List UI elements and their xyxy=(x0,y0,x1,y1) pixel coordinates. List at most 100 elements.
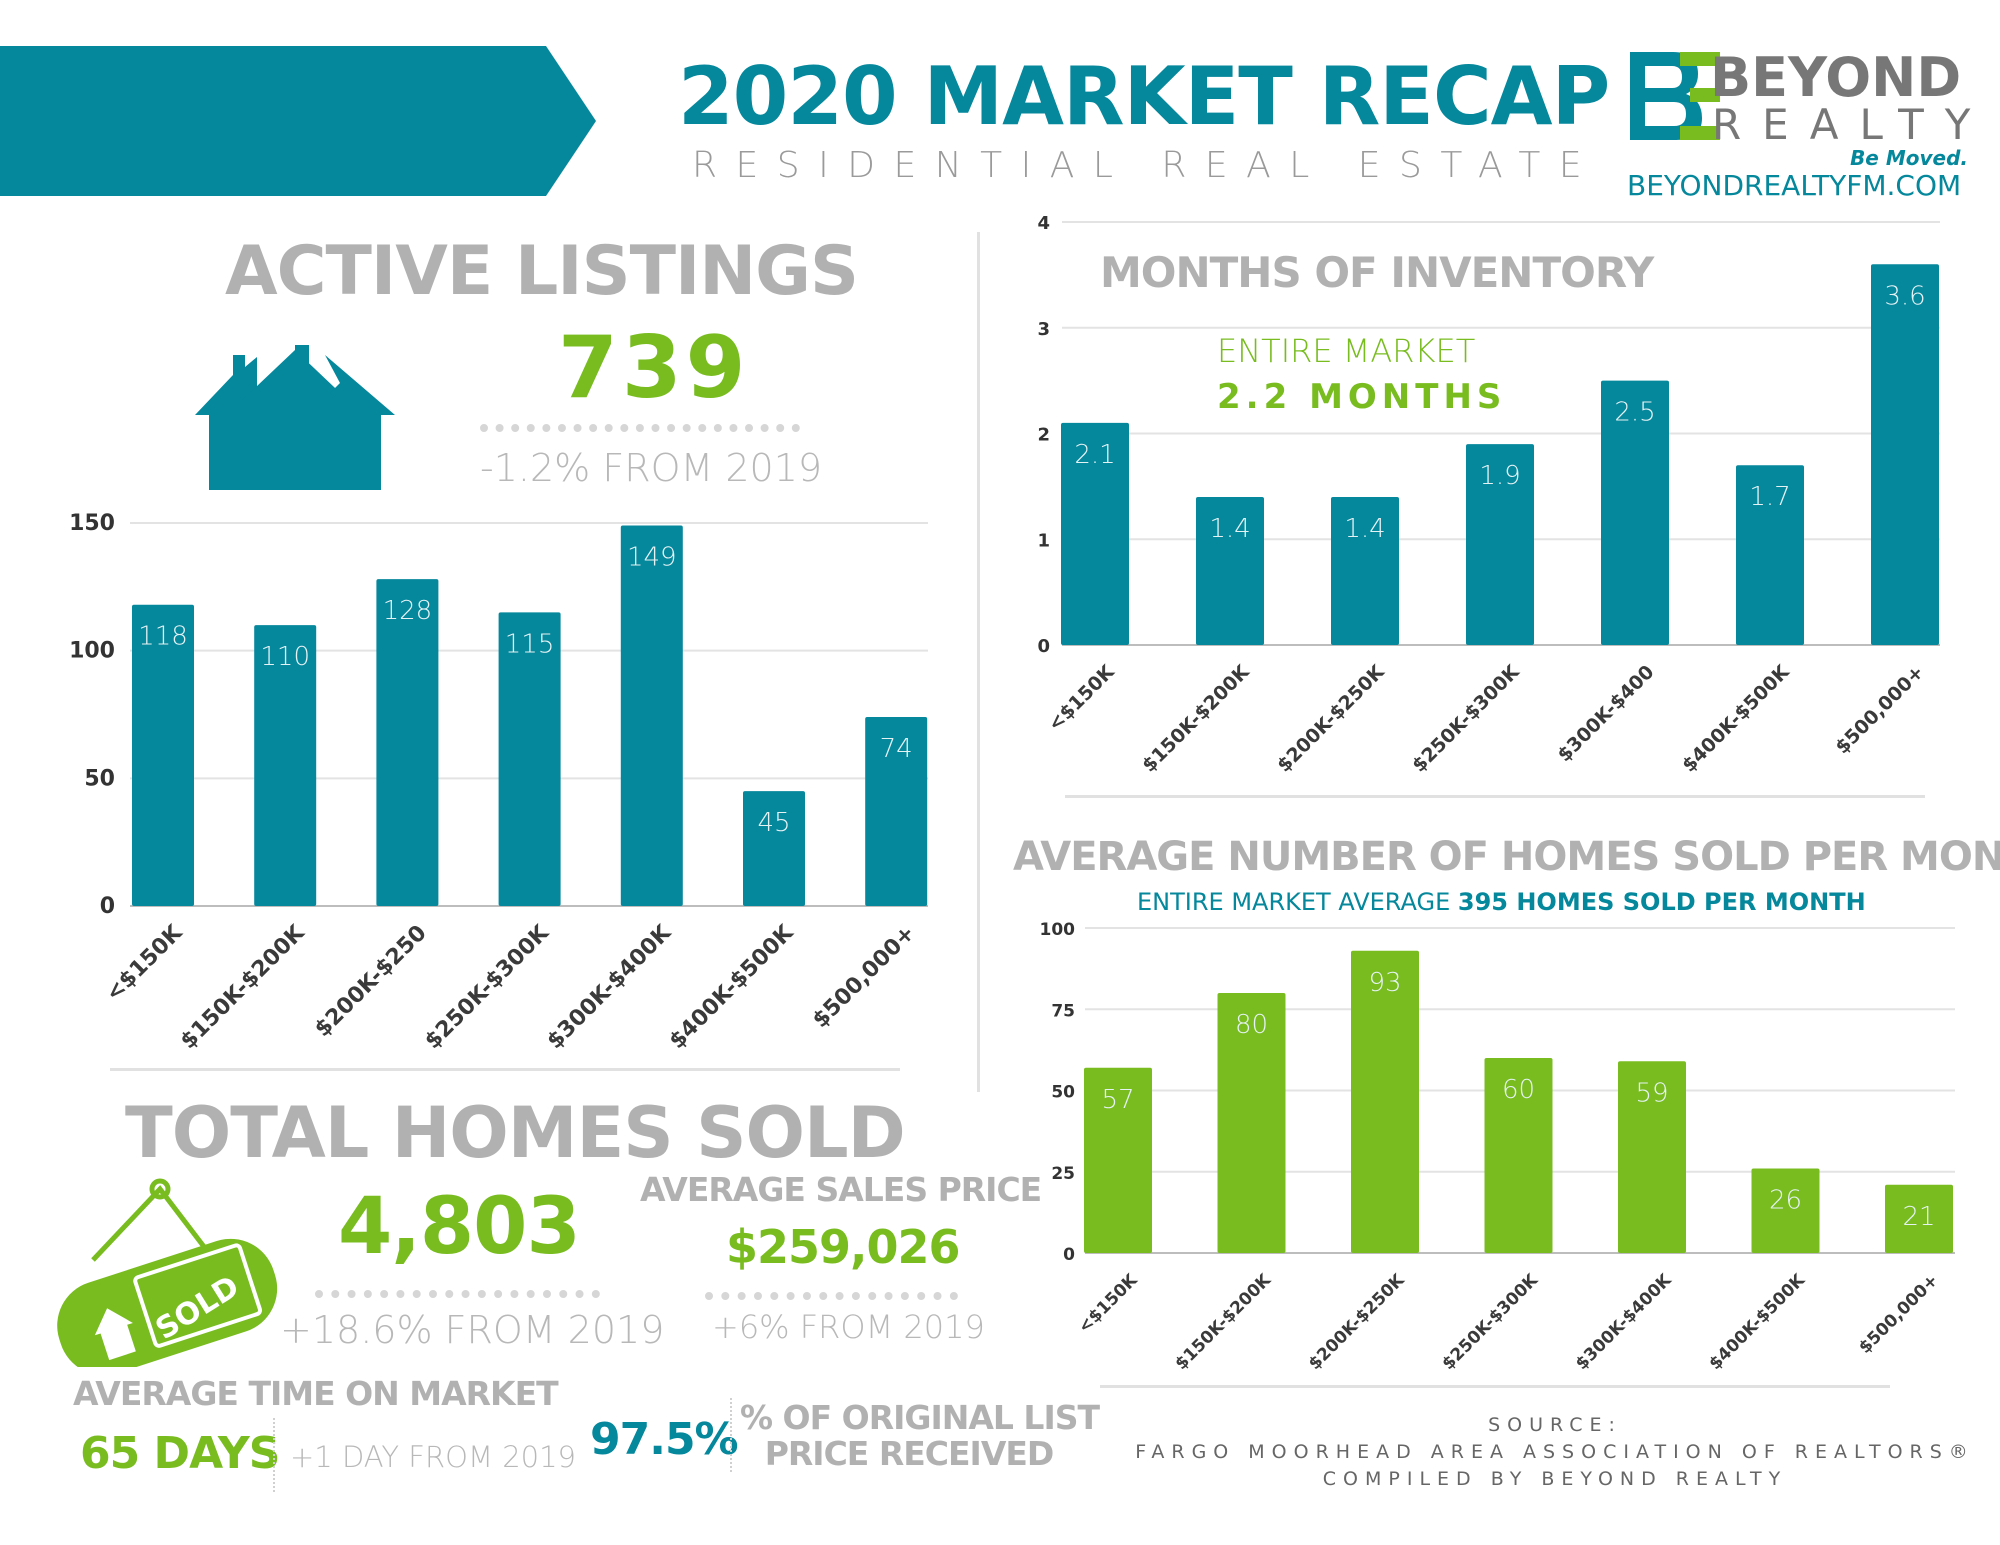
y-tick-label: 2 xyxy=(1037,425,1050,446)
source-line2: FARGO MOORHEAD AREA ASSOCIATION OF REALT… xyxy=(1135,1441,1975,1463)
source-line3: COMPILED BY BEYOND REALTY xyxy=(1322,1468,1788,1490)
bar-value-label: 2.5 xyxy=(1614,398,1655,428)
logo-word-beyond: BEYOND xyxy=(1710,46,1962,109)
bar xyxy=(1736,465,1804,645)
bar-value-label: 115 xyxy=(505,629,555,659)
x-tick-label: $400K-$500K xyxy=(1705,1270,1809,1374)
vertical-divider xyxy=(977,232,980,1092)
x-tick-label: $500,000+ xyxy=(808,921,920,1033)
bar-value-label: 1.7 xyxy=(1749,482,1790,512)
source-line1: SOURCE: xyxy=(1488,1414,1622,1436)
logo-tagline: Be Moved. xyxy=(1850,146,1968,170)
bar-value-label: 2.1 xyxy=(1074,440,1115,470)
x-tick-label: $400K-$500K xyxy=(665,920,799,1054)
x-tick-label: $250K-$300K xyxy=(1408,660,1524,776)
x-tick-label: $200K-$250 xyxy=(310,921,431,1042)
bar xyxy=(865,717,928,906)
bar xyxy=(1601,380,1669,645)
x-tick-label: $500,000+ xyxy=(1831,661,1928,758)
y-tick-label: 0 xyxy=(1037,636,1050,657)
y-tick-label: 3 xyxy=(1037,319,1050,340)
dotted-separator xyxy=(480,424,800,432)
bar-value-label: 1.4 xyxy=(1209,514,1250,544)
bar-value-label: 93 xyxy=(1368,968,1401,998)
x-tick-label: $250K-$300K xyxy=(1438,1270,1542,1374)
x-tick-label: <$150K xyxy=(101,920,188,1007)
bar-value-label: 1.9 xyxy=(1479,461,1520,491)
bar xyxy=(376,579,439,906)
dotted-separator xyxy=(315,1290,600,1298)
avg-time-value: 65 DAYS xyxy=(80,1428,280,1479)
houses-icon xyxy=(195,345,395,490)
y-tick-label: 50 xyxy=(1051,1083,1075,1103)
x-tick-label: $200K-$250K xyxy=(1273,660,1389,776)
avg-sales-price-change: +6% FROM 2019 xyxy=(712,1308,985,1346)
x-tick-label: $300K-$400K xyxy=(543,920,677,1054)
x-tick-label: $500,000+ xyxy=(1855,1270,1942,1357)
bar xyxy=(1871,264,1939,645)
x-tick-label: $300K-$400K xyxy=(1572,1270,1676,1374)
y-tick-label: 100 xyxy=(69,639,115,664)
bar-value-label: 1.4 xyxy=(1344,514,1385,544)
x-tick-label: $150K-$200K xyxy=(1171,1270,1275,1374)
bar xyxy=(1351,950,1419,1253)
bar-value-label: 45 xyxy=(757,808,790,838)
source-note: SOURCE: FARGO MOORHEAD AREA ASSOCIATION … xyxy=(1100,1412,2000,1493)
bar xyxy=(1618,1061,1686,1253)
bar xyxy=(1751,1168,1820,1253)
total-homes-sold-change: +18.6% FROM 2019 xyxy=(280,1308,665,1352)
header-banner xyxy=(0,46,596,196)
active-listings-heading: ACTIVE LISTINGS xyxy=(225,232,859,311)
x-tick-label: $150K-$200K xyxy=(1138,660,1254,776)
logo-mark-icon xyxy=(1630,52,1720,140)
label-line1: % OF ORIGINAL LIST xyxy=(740,1398,1100,1437)
x-tick-label: $200K-$250K xyxy=(1305,1270,1409,1374)
active-listings-change: -1.2% FROM 2019 xyxy=(480,446,823,490)
bar-value-label: 149 xyxy=(627,543,677,573)
x-tick-label: <$150K xyxy=(1075,1270,1143,1338)
divider-left xyxy=(110,1068,900,1071)
bar-value-label: 59 xyxy=(1635,1078,1668,1108)
bar-value-label: 128 xyxy=(383,596,433,626)
bar-value-label: 60 xyxy=(1502,1075,1535,1105)
y-tick-label: 50 xyxy=(84,766,115,791)
bar xyxy=(743,791,805,906)
avg-sales-price-heading: AVERAGE SALES PRICE xyxy=(640,1170,1042,1209)
months-inventory-heading: MONTHS OF INVENTORY xyxy=(1100,248,1654,297)
x-tick-label: $300K-$400 xyxy=(1553,661,1658,766)
website-link[interactable]: BEYONDREALTYFM.COM xyxy=(1627,169,1962,202)
total-homes-sold-heading: TOTAL HOMES SOLD xyxy=(125,1092,906,1174)
bar-value-label: 3.6 xyxy=(1884,281,1925,311)
bar xyxy=(254,625,317,906)
dotted-separator xyxy=(273,1418,275,1492)
avg-time-heading: AVERAGE TIME ON MARKET xyxy=(73,1374,559,1413)
x-tick-label: $250K-$300K xyxy=(420,920,554,1054)
logo-word-realty: REALTY xyxy=(1712,100,1992,149)
bar xyxy=(498,612,561,906)
bar-value-label: 74 xyxy=(880,734,913,764)
y-tick-label: 150 xyxy=(69,511,115,536)
bar xyxy=(1331,496,1399,645)
entire-market-value: 2.2 MONTHS xyxy=(1217,377,1507,417)
bar xyxy=(1084,1067,1152,1253)
bar xyxy=(1466,444,1534,645)
x-tick-label: <$150K xyxy=(1044,660,1120,736)
bar-value-label: 26 xyxy=(1769,1186,1802,1216)
divider-right-bottom xyxy=(1100,1385,1890,1388)
homes-sold-month-subtitle: ENTIRE MARKET AVERAGE 395 HOMES SOLD PER… xyxy=(1137,888,1866,916)
y-tick-label: 0 xyxy=(1063,1245,1075,1265)
sold-sign-icon: SOLD xyxy=(57,1178,278,1367)
bar-value-label: 80 xyxy=(1235,1010,1268,1040)
list-price-received-value: 97.5% xyxy=(590,1414,739,1465)
y-tick-label: 1 xyxy=(1037,530,1050,551)
list-price-received-label: % OF ORIGINAL LIST PRICE RECEIVED xyxy=(740,1398,1100,1472)
page-subtitle: RESIDENTIAL REAL ESTATE xyxy=(692,145,1601,186)
avg-time-change: +1 DAY FROM 2019 xyxy=(290,1440,577,1474)
bar xyxy=(1196,496,1264,645)
x-tick-label: $400K-$500K xyxy=(1678,660,1794,776)
dotted-separator xyxy=(730,1398,732,1472)
y-tick-label: 100 xyxy=(1040,920,1076,940)
bar xyxy=(1885,1184,1953,1253)
homes-sold-month-heading: AVERAGE NUMBER OF HOMES SOLD PER MONTH xyxy=(1013,834,2000,880)
